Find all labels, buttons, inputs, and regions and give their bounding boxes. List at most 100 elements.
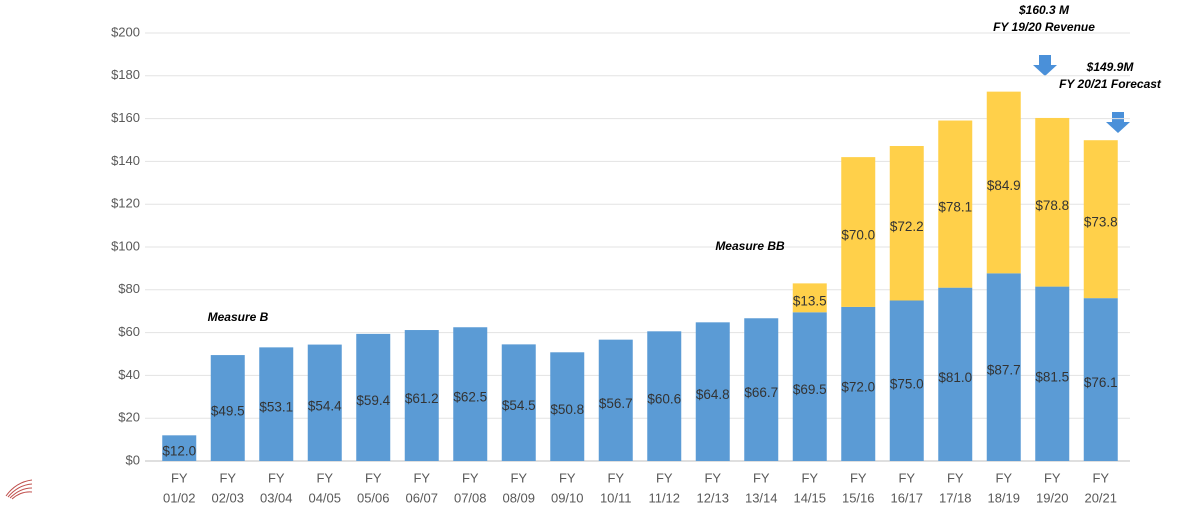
x-tick-label: 11/12 [648,490,680,505]
x-tick-label: FY [559,470,576,485]
bar-segment [598,339,633,461]
annotation: $160.3 M [1018,3,1070,17]
x-tick-label: FY [510,470,527,485]
y-tick-label: $100 [111,238,140,253]
x-tick-label: FY [704,470,721,485]
bar-segment [647,331,682,461]
value-label: $72.2 [890,219,924,234]
x-tick-label: FY [1092,470,1109,485]
value-label: $78.1 [938,200,972,215]
bar-segment [501,344,536,461]
value-label: $72.0 [841,380,875,395]
series-label: Measure B [208,310,269,324]
bar-segment [744,318,779,461]
x-tick-label: 01/02 [163,490,196,505]
value-label: $54.5 [502,398,536,413]
bar-segment [792,283,827,313]
bar-segment [307,344,342,461]
x-tick-label: 04/05 [308,490,341,505]
x-tick-label: FY [947,470,964,485]
x-tick-label: 20/21 [1084,490,1117,505]
x-tick-label: 10/11 [600,490,632,505]
value-label: $84.9 [987,178,1021,193]
value-label: $54.4 [308,398,342,413]
annotation: $149.9M [1086,60,1135,74]
x-tick-label: 16/17 [890,490,923,505]
bar-segment [938,287,973,461]
value-label: $60.6 [647,392,681,407]
y-tick-label: $60 [118,324,140,339]
x-tick-label: 19/20 [1036,490,1069,505]
bar-segment [550,352,585,461]
x-tick-label: 02/03 [211,490,244,505]
annotation: FY 20/21 Forecast [1059,77,1162,91]
x-tick-label: FY [316,470,333,485]
x-tick-label: FY [1044,470,1061,485]
value-label: $12.0 [162,444,196,459]
x-tick-label: 08/09 [502,490,535,505]
bar-segment [889,145,924,301]
value-label: $61.2 [405,391,439,406]
value-label: $50.8 [550,402,584,417]
bar-segment [1083,140,1118,299]
logo [5,479,33,500]
value-label: $64.8 [696,387,730,402]
bar-segment [938,120,973,288]
value-label: $66.7 [744,385,778,400]
annotation: FY 19/20 Revenue [993,20,1095,34]
bar-segment [259,347,294,461]
x-tick-label: FY [898,470,915,485]
y-tick-label: $20 [118,410,140,425]
x-tick-label: FY [268,470,285,485]
bar-segment [841,306,876,461]
value-label: $13.5 [793,293,827,308]
x-tick-label: 05/06 [357,490,390,505]
bar-segment [986,273,1021,461]
x-tick-label: FY [753,470,770,485]
x-tick-label: 09/10 [551,490,584,505]
bar-segment [1083,298,1118,461]
value-label: $70.0 [841,228,875,243]
x-tick-label: 14/15 [793,490,826,505]
x-tick-label: 06/07 [405,490,438,505]
x-tick-label: FY [462,470,479,485]
y-tick-label: $0 [126,452,140,467]
value-label: $53.1 [259,400,293,415]
value-label: $49.5 [211,404,245,419]
bar-segment [356,333,391,461]
x-tick-label: FY [995,470,1012,485]
x-tick-label: FY [607,470,624,485]
x-tick-label: 12/13 [696,490,729,505]
value-label: $81.0 [938,370,972,385]
value-label: $73.8 [1084,215,1118,230]
value-label: $87.7 [987,363,1021,378]
x-tick-label: FY [413,470,430,485]
bar-segment [404,330,439,461]
bar-segment [792,312,827,461]
y-tick-label: $180 [111,67,140,82]
value-label: $59.4 [356,393,390,408]
y-tick-label: $40 [118,367,140,382]
x-tick-label: 07/08 [454,490,487,505]
bar-segment [1035,286,1070,461]
y-tick-label: $160 [111,110,140,125]
value-label: $56.7 [599,396,633,411]
bar-segment [162,435,197,461]
bar-segment [210,355,245,461]
bar-segment [889,300,924,461]
y-tick-label: $140 [111,153,140,168]
x-tick-label: 17/18 [939,490,972,505]
x-tick-label: 18/19 [987,490,1020,505]
y-tick-label: $80 [118,281,140,296]
x-tick-label: FY [656,470,673,485]
arrow [1106,112,1130,133]
bar-segment [1035,117,1070,287]
x-tick-label: FY [850,470,867,485]
bar-segment [841,157,876,307]
value-label: $69.5 [793,382,827,397]
value-label: $76.1 [1084,375,1118,390]
x-tick-label: FY [801,470,818,485]
bar-segment [695,322,730,461]
x-tick-label: FY [171,470,188,485]
